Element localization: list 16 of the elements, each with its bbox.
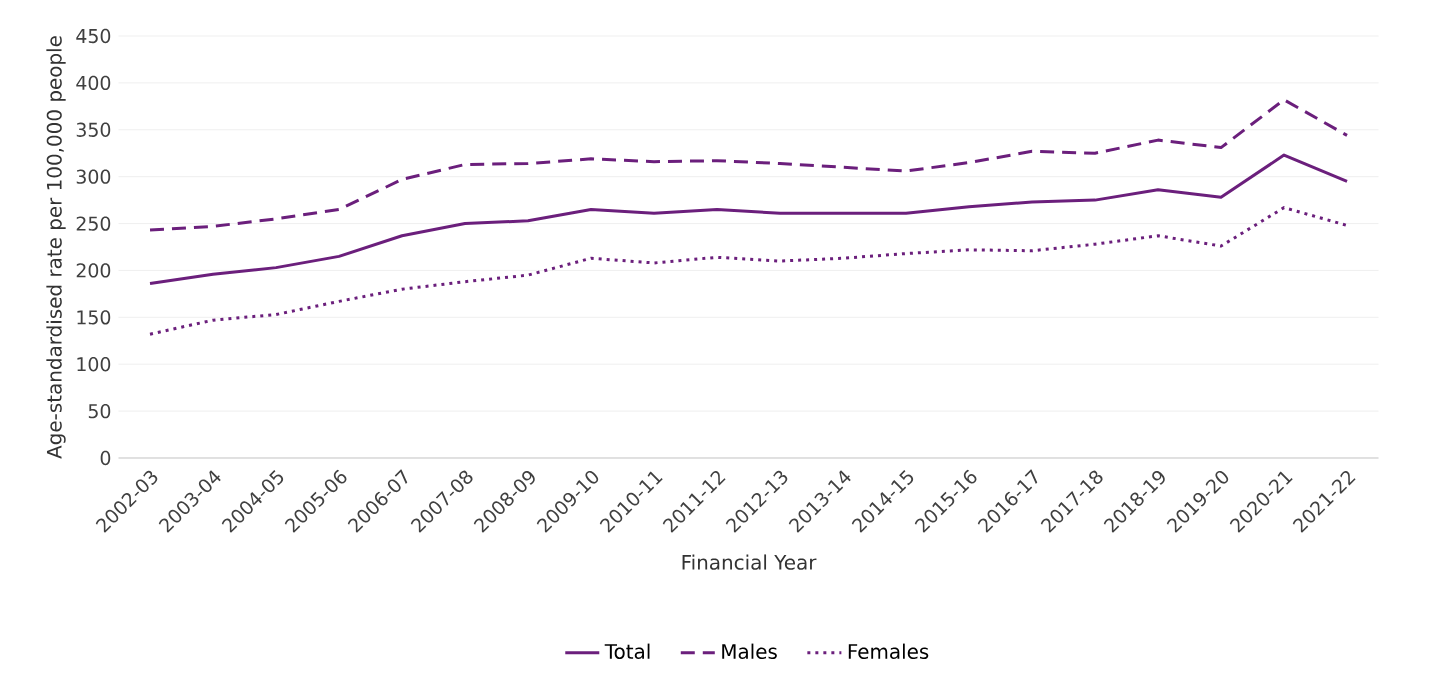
legend-label: Males (722, 643, 777, 660)
y-tick-label: 50 (88, 403, 111, 419)
x-axis-title: Financial Year (682, 554, 817, 570)
legend-label: Females (848, 643, 929, 660)
legend-label: Total (604, 643, 650, 660)
y-tick-label: 150 (77, 310, 111, 325)
y-axis-title: Age-standardised rate per 100,000 people (46, 36, 66, 459)
y-tick-label: 0 (100, 450, 111, 466)
y-tick-label: 100 (77, 357, 111, 372)
y-tick-label: 250 (76, 216, 111, 231)
y-tick-label: 300 (76, 169, 111, 184)
y-tick-label: 200 (76, 263, 111, 278)
line-series (148, 206, 1349, 336)
y-tick-label: 350 (76, 122, 111, 137)
y-tick-label: 400 (76, 75, 111, 91)
y-tick-label: 450 (76, 28, 111, 44)
